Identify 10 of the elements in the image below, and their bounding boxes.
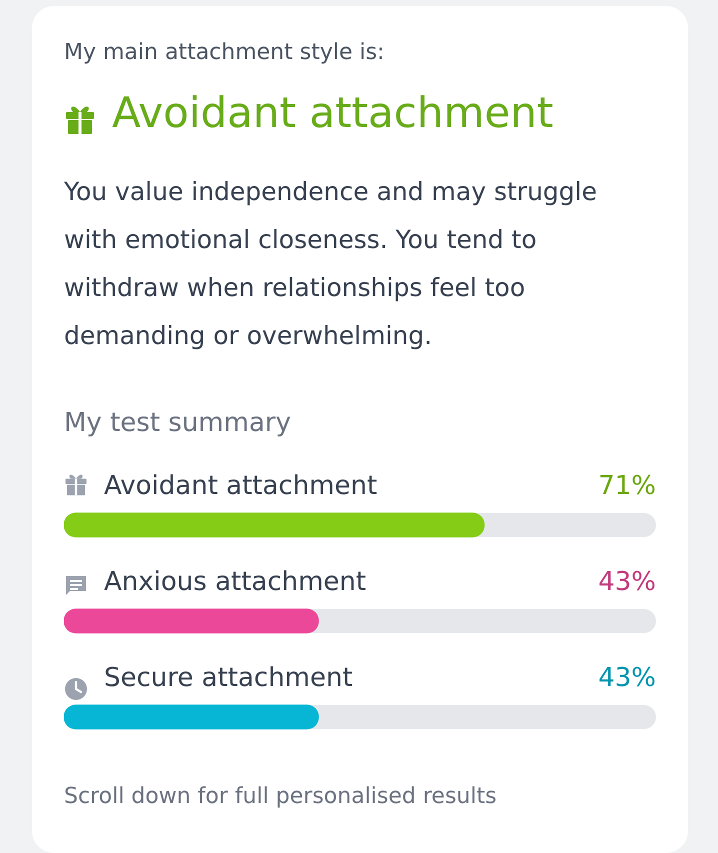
text: Scroll down for full personalised results	[64, 784, 497, 809]
data-label: 71%	[598, 470, 656, 501]
y-tick-label: Anxious attachment	[104, 566, 366, 597]
data-label: 43%	[598, 566, 656, 597]
data-label: 43%	[598, 662, 656, 693]
text: My main attachment style is:	[64, 40, 384, 65]
chart-subtitle: You value independence and may struggle with emotional closeness. You tend to withdraw when relationships feel too demanding or overwhelming.	[64, 176, 598, 352]
y-tick-label: Avoidant attachment	[104, 470, 378, 501]
y-tick-label: Secure attachment	[104, 662, 353, 693]
annotation: My test summary	[64, 408, 291, 438]
